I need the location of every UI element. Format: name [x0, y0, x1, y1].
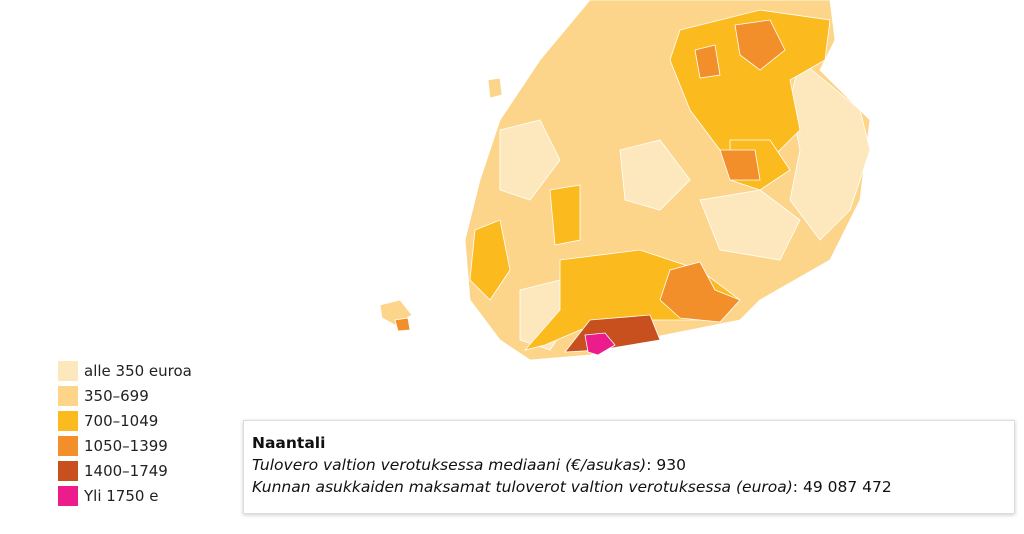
legend-item: 350–699	[58, 383, 192, 408]
region[interactable]	[789, 59, 871, 241]
tooltip-title: Naantali	[252, 434, 326, 452]
legend-swatch	[58, 385, 78, 406]
region[interactable]	[659, 261, 741, 323]
region[interactable]	[719, 149, 761, 181]
legend-swatch	[58, 360, 78, 381]
region[interactable]	[394, 317, 411, 332]
separator: :	[646, 456, 652, 474]
region[interactable]	[734, 19, 786, 71]
row-value: 930	[656, 456, 686, 474]
legend-label: 700–1049	[84, 411, 159, 430]
row-label: Kunnan asukkaiden maksamat tuloverot val…	[252, 478, 793, 496]
legend-item: alle 350 euroa	[58, 358, 192, 383]
region[interactable]	[499, 119, 561, 201]
legend-swatch	[58, 460, 78, 481]
legend-label: 1400–1749	[84, 461, 168, 480]
legend-item: Yli 1750 e	[58, 483, 192, 508]
legend-label: 350–699	[84, 386, 149, 405]
legend-item: 700–1049	[58, 408, 192, 433]
tooltip-row: Tulovero valtion verotuksessa mediaani (…	[252, 454, 1006, 476]
region[interactable]	[469, 219, 511, 301]
legend-label: Yli 1750 e	[84, 486, 159, 505]
region[interactable]	[549, 184, 581, 246]
tooltip-row: Kunnan asukkaiden maksamat tuloverot val…	[252, 476, 1006, 498]
legend-label: 1050–1399	[84, 436, 168, 455]
map	[379, 0, 871, 361]
row-value: 49 087 472	[802, 478, 892, 496]
separator: :	[792, 478, 799, 496]
legend-label: alle 350 euroa	[84, 361, 192, 380]
row-label: Tulovero valtion verotuksessa mediaani (…	[252, 456, 647, 474]
tooltip: Naantali Tulovero valtion verotuksessa m…	[243, 420, 1015, 514]
region[interactable]	[699, 189, 801, 261]
legend-swatch	[58, 410, 78, 431]
legend-item: 1400–1749	[58, 458, 192, 483]
region[interactable]	[619, 139, 691, 211]
legend-item: 1050–1399	[58, 433, 192, 458]
region[interactable]	[694, 44, 721, 79]
legend-swatch	[58, 435, 78, 456]
legend-swatch	[58, 485, 78, 506]
legend: alle 350 euroa 350–699 700–1049 1050–1399 14…	[58, 358, 192, 508]
region[interactable]	[584, 332, 616, 356]
region[interactable]	[487, 77, 503, 99]
